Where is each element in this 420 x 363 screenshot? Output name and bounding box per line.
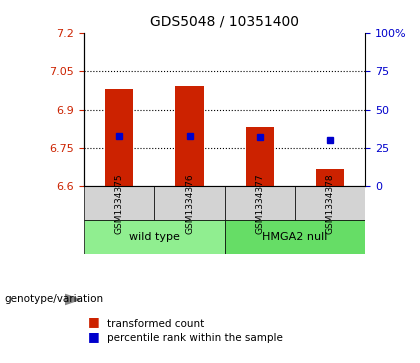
Text: transformed count: transformed count <box>107 318 205 329</box>
Bar <box>316 168 344 187</box>
Text: GSM1334378: GSM1334378 <box>326 173 335 234</box>
Bar <box>225 187 295 220</box>
Bar <box>84 220 225 254</box>
Text: ■: ■ <box>88 330 100 343</box>
Text: GSM1334375: GSM1334375 <box>115 173 123 234</box>
Bar <box>295 187 365 220</box>
Bar <box>246 127 274 187</box>
Text: wild type: wild type <box>129 232 180 242</box>
Bar <box>155 187 225 220</box>
Bar <box>105 89 133 187</box>
Text: genotype/variation: genotype/variation <box>4 294 103 305</box>
Text: GSM1334376: GSM1334376 <box>185 173 194 234</box>
Polygon shape <box>65 294 80 305</box>
Bar <box>176 86 204 187</box>
Text: percentile rank within the sample: percentile rank within the sample <box>107 333 283 343</box>
Text: HMGA2 null: HMGA2 null <box>262 232 328 242</box>
Bar <box>225 220 365 254</box>
Text: ■: ■ <box>88 315 100 329</box>
Text: GSM1334377: GSM1334377 <box>255 173 264 234</box>
Title: GDS5048 / 10351400: GDS5048 / 10351400 <box>150 15 299 29</box>
Bar <box>84 187 155 220</box>
